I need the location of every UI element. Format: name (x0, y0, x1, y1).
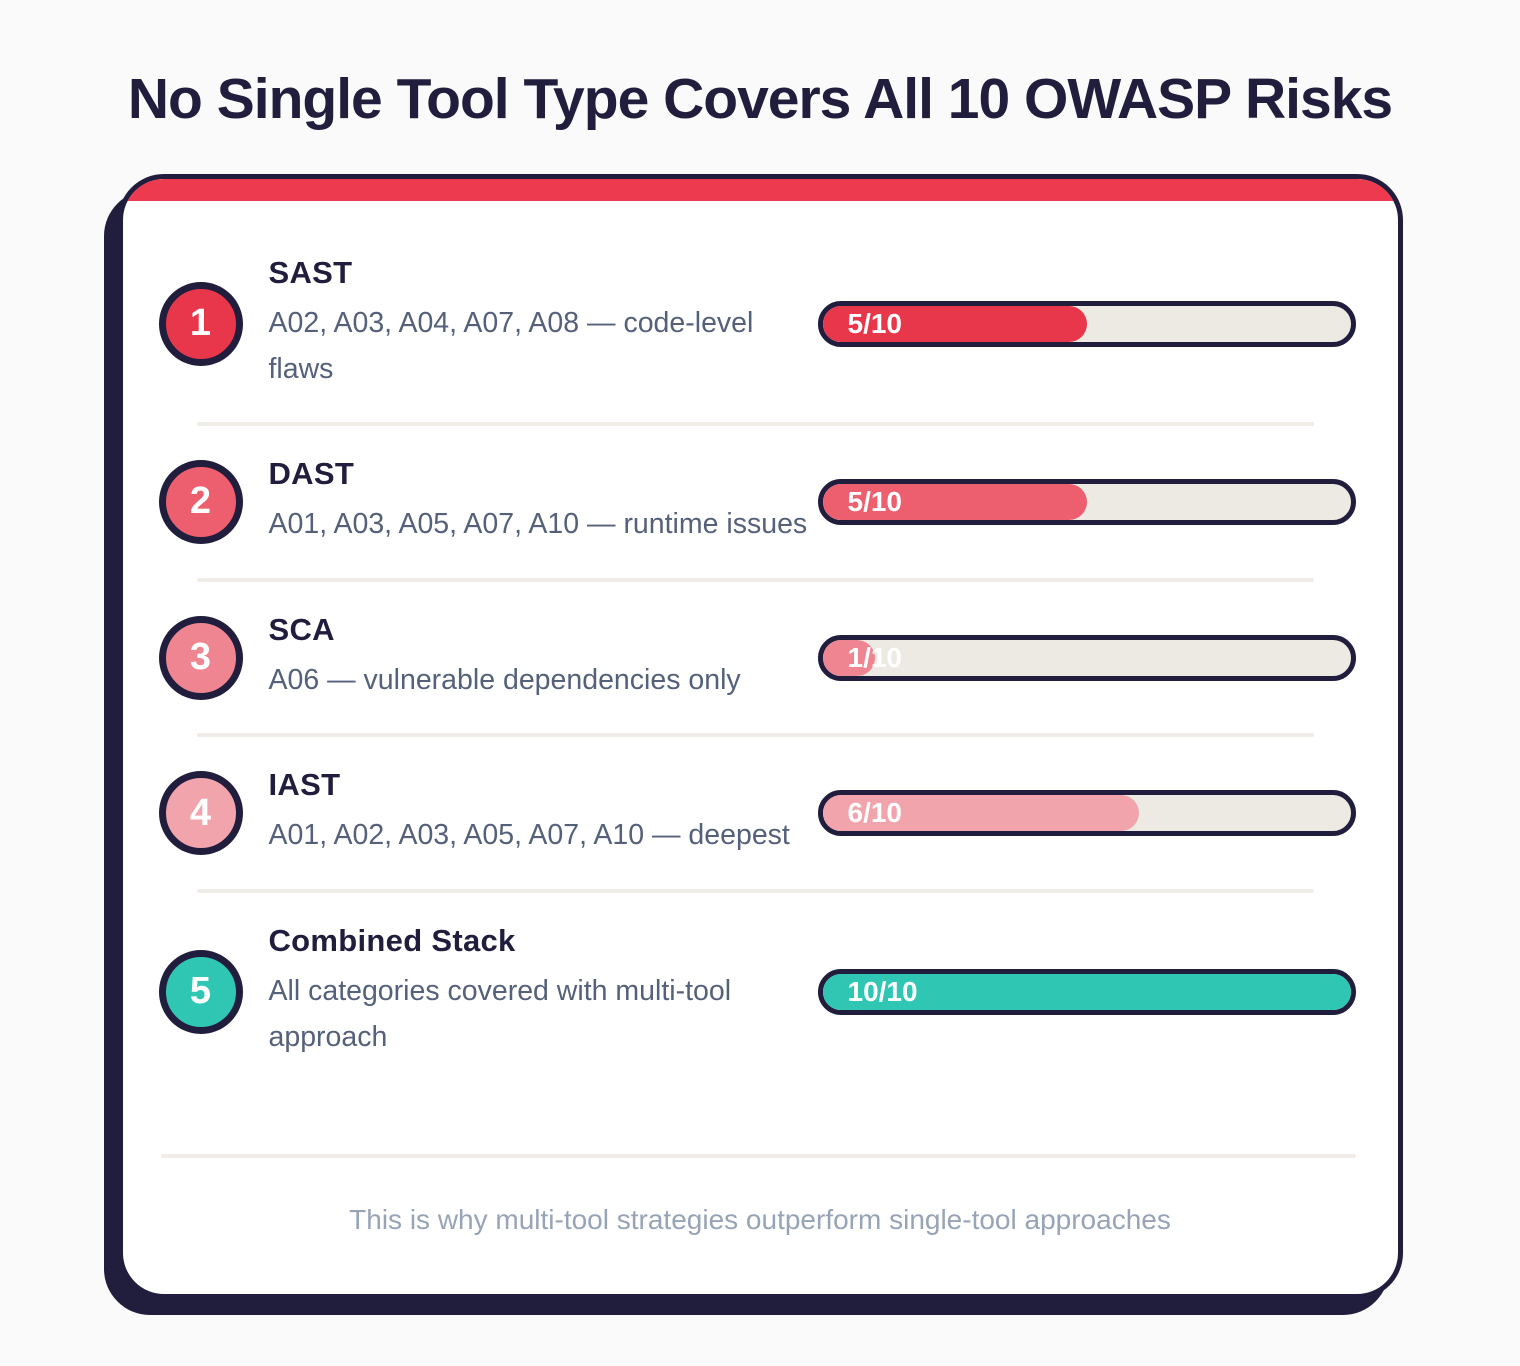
tool-row: 2 DAST A01, A03, A05, A07, A10 — runtime… (158, 426, 1356, 578)
tool-title: Combined Stack (268, 922, 516, 958)
tool-title: SCA (268, 611, 335, 647)
coverage-bar: 5/10 (817, 300, 1356, 347)
tool-texts: DAST A01, A03, A05, A07, A10 — runtime i… (269, 456, 817, 548)
tool-rows: 1 SAST A02, A03, A04, A07, A08 — code-le… (123, 201, 1398, 1090)
rank-number: 3 (189, 636, 212, 679)
rank-badge: 4 (158, 771, 243, 856)
tool-description: All categories covered with multi-tool a… (268, 974, 732, 1053)
coverage-card-wrap: 1 SAST A02, A03, A04, A07, A08 — code-le… (117, 174, 1403, 1300)
coverage-bar: 10/10 (817, 968, 1356, 1015)
tool-description: A02, A03, A04, A07, A08 — code-level fla… (268, 307, 754, 385)
footer-note: This is why multi-tool strategies outper… (349, 1204, 1171, 1236)
coverage-bar: 1/10 (817, 634, 1356, 681)
coverage-score-label: 10/10 (847, 975, 918, 1007)
card-accent-bar (122, 179, 1398, 201)
page-title: No Single Tool Type Covers All 10 OWASP … (127, 67, 1393, 131)
rank-badge: 1 (158, 281, 243, 366)
coverage-card: 1 SAST A02, A03, A04, A07, A08 — code-le… (117, 174, 1403, 1300)
tool-title: DAST (268, 456, 355, 492)
coverage-bar-fill (822, 639, 876, 676)
coverage-score-label: 5/10 (847, 307, 903, 339)
tool-row: 4 IAST A01, A02, A03, A05, A07, A10 — de… (158, 737, 1356, 889)
tool-description: A01, A03, A05, A07, A10 — runtime issues (268, 508, 808, 541)
coverage-bar-fill (822, 483, 1087, 520)
rank-number: 2 (189, 480, 212, 523)
tool-description: A06 — vulnerable dependencies only (268, 663, 741, 696)
tool-row: 3 SCA A06 — vulnerable dependencies only… (158, 582, 1356, 734)
rank-number: 1 (189, 302, 212, 345)
tool-title: SAST (268, 255, 353, 290)
row-divider (196, 577, 1314, 582)
row-divider (196, 733, 1314, 738)
rank-badge: 5 (158, 949, 243, 1034)
tool-row: 5 Combined Stack All categories covered … (158, 893, 1356, 1090)
tool-texts: SCA A06 — vulnerable dependencies only (269, 612, 817, 704)
coverage-bar-fill (822, 795, 1140, 832)
rank-badge: 2 (158, 459, 243, 544)
coverage-bar: 5/10 (817, 478, 1356, 525)
row-divider (196, 888, 1314, 893)
tool-row: 1 SAST A02, A03, A04, A07, A08 — code-le… (158, 225, 1356, 422)
rank-number: 5 (189, 970, 212, 1013)
rank-badge: 3 (158, 615, 243, 700)
tool-title: IAST (268, 767, 341, 803)
coverage-score-label: 5/10 (847, 485, 903, 517)
footer-divider (160, 1154, 1356, 1159)
row-divider (196, 422, 1314, 427)
tool-texts: SAST A02, A03, A04, A07, A08 — code-leve… (269, 255, 817, 392)
coverage-score-label: 1/10 (847, 641, 903, 673)
rank-number: 4 (189, 791, 212, 834)
coverage-bar-fill (822, 305, 1087, 342)
coverage-bar: 6/10 (817, 790, 1356, 837)
tool-description: A01, A02, A03, A05, A07, A10 — deepest (268, 819, 790, 852)
tool-texts: Combined Stack All categories covered wi… (269, 923, 817, 1060)
tool-texts: IAST A01, A02, A03, A05, A07, A10 — deep… (269, 767, 817, 859)
coverage-bar-fill (822, 973, 1351, 1010)
coverage-score-label: 6/10 (847, 797, 903, 829)
